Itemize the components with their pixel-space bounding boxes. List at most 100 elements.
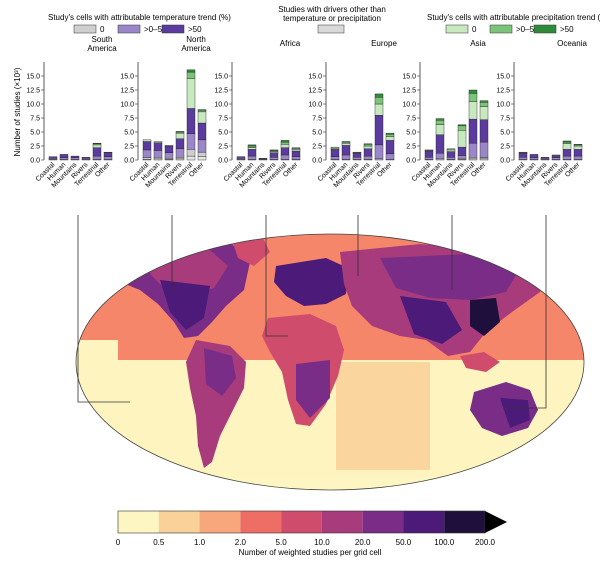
colorbar-tick-label: 50.0 <box>396 538 412 547</box>
panel-y-tick-label: 0.0 <box>30 158 40 165</box>
bar-segment-temp_high <box>341 145 351 156</box>
bar-segment-temp_high <box>291 150 301 157</box>
panel-region-title: South America <box>87 35 117 53</box>
bar-segment-precip_low <box>468 93 478 102</box>
bar-segment-precip_0 <box>573 145 583 150</box>
map-australia-east <box>500 398 530 428</box>
legend-temperature-label: >0–50 <box>144 25 167 34</box>
bar-segment-temp_high <box>269 152 279 158</box>
panel-y-tick-label: 2.5 <box>312 144 322 151</box>
panel-region-title: Africa <box>280 39 301 48</box>
bar-segment-temp_high <box>529 154 539 158</box>
bar-segment-precip_low <box>435 120 445 125</box>
colorbar-tick-label: 10.0 <box>314 538 330 547</box>
colorbar-cell <box>199 511 241 533</box>
bar-segment-temp_low <box>562 155 572 160</box>
legend-precipitation: Study's cells with attributable precipit… <box>427 13 600 34</box>
bar-segment-temp_0 <box>175 156 185 160</box>
legend-precipitation-label: >50 <box>560 25 574 34</box>
panel-y-tick-label: 0.0 <box>500 158 510 165</box>
panel-y-tick-label: 10.0 <box>496 102 510 109</box>
legend-temperature-title: Study's cells with attributable temperat… <box>48 13 231 22</box>
connector-africa <box>265 215 288 337</box>
legend-precipitation-swatch <box>445 24 469 34</box>
bar-segment-precip_low <box>374 97 384 105</box>
bar-segment-precip_0 <box>164 145 174 147</box>
panel-y-tick-label: 15.0 <box>402 74 416 81</box>
bar-segment-temp_high <box>562 149 572 157</box>
colorbar-cell <box>240 511 282 533</box>
bar-segment-temp_low <box>374 144 384 160</box>
bar-segment-temp_low <box>197 139 207 153</box>
bar-segment-temp_low <box>435 153 445 160</box>
connector-south-america <box>77 215 130 403</box>
bar-segment-precip_0 <box>374 103 384 116</box>
bar-segment-precip_0 <box>142 139 152 142</box>
bar-segment-temp_high <box>551 155 561 158</box>
bar-segment-temp_high <box>518 153 528 158</box>
panel-y-tick-label: 5.0 <box>124 130 134 137</box>
bar-segment-precip_0 <box>435 124 445 136</box>
bar-segment-other <box>197 156 207 161</box>
bar-segment-precip_high <box>457 124 467 127</box>
bar-segment-temp_high <box>48 156 58 159</box>
panel-y-tick-label: 12.5 <box>496 88 510 95</box>
panel-y-tick-label: 15.0 <box>496 74 510 81</box>
legend-other-swatch <box>317 24 345 34</box>
bar-segment-precip_high <box>197 109 207 111</box>
bar-segment-temp_high <box>247 149 257 157</box>
bar-segment-temp_low <box>529 157 539 160</box>
bar-segment-temp_low <box>573 155 583 160</box>
bar-segment-precip_0 <box>341 142 351 146</box>
bar-segment-precip_low <box>197 109 207 113</box>
colorbar-cell <box>444 511 485 533</box>
map-east-asia-dense <box>470 298 500 336</box>
legend-precipitation-swatch <box>533 24 557 34</box>
bar-segment-precip_high <box>363 143 373 145</box>
bar-segment-temp_high <box>435 134 445 154</box>
bar-segment-precip_0 <box>197 111 207 124</box>
colorbar-cell <box>158 511 200 533</box>
panel-y-tick-label: 7.5 <box>500 116 510 123</box>
colorbar-tick-label: 1.0 <box>194 538 206 547</box>
panel-y-tick-label: 7.5 <box>312 116 322 123</box>
bar-segment-temp_high <box>103 152 113 157</box>
bar-segment-temp_high <box>540 156 550 159</box>
panel-y-tick-label: 2.5 <box>500 144 510 151</box>
panel-y-tick-label: 0.0 <box>406 158 416 165</box>
map-asia-north <box>380 254 520 300</box>
bar-segment-temp_high <box>374 114 384 146</box>
bar-panel: North America0.02.55.07.510.012.515.0Coas… <box>120 35 211 189</box>
bar-segment-temp_0 <box>142 157 152 160</box>
map-outline <box>75 233 585 491</box>
panel-y-tick-label: 7.5 <box>406 116 416 123</box>
bar-segment-precip_0 <box>291 149 301 152</box>
bar-segment-precip_0 <box>186 78 196 109</box>
bar-segment-precip_high <box>562 140 572 143</box>
world-map <box>75 233 585 491</box>
map-usa-dense <box>160 280 210 330</box>
colorbar-cell <box>281 511 322 533</box>
bar-segment-temp_low <box>518 156 528 160</box>
panel-region-title: Oceania <box>557 39 587 48</box>
panel-y-tick-label: 7.5 <box>30 116 40 123</box>
bar-segment-temp_low <box>341 154 351 160</box>
panel-y-tick-label: 10.0 <box>120 102 134 109</box>
bar-segment-temp_high <box>81 156 91 159</box>
bar-segment-temp_high <box>142 141 152 151</box>
bar-segment-precip_high <box>468 89 478 94</box>
panel-y-tick-label: 5.0 <box>312 130 322 137</box>
bar-segment-temp_low <box>280 154 290 160</box>
panel-y-tick-label: 12.5 <box>214 88 228 95</box>
bar-segment-temp_high <box>59 154 69 158</box>
map-india-china <box>400 296 462 344</box>
bar-segment-temp_low <box>153 150 163 158</box>
legend-other: Studies with drivers other than temperat… <box>278 5 386 34</box>
bar-segment-temp_low <box>385 153 395 160</box>
colorbar-cell <box>362 511 404 533</box>
bar-segment-temp_low <box>70 157 80 160</box>
bar-segment-temp_low <box>330 156 340 160</box>
bar-segment-temp_high <box>280 147 290 156</box>
bar-segment-precip_0 <box>363 145 373 149</box>
legend-other-title-line1: Studies with drivers other than <box>278 5 386 14</box>
